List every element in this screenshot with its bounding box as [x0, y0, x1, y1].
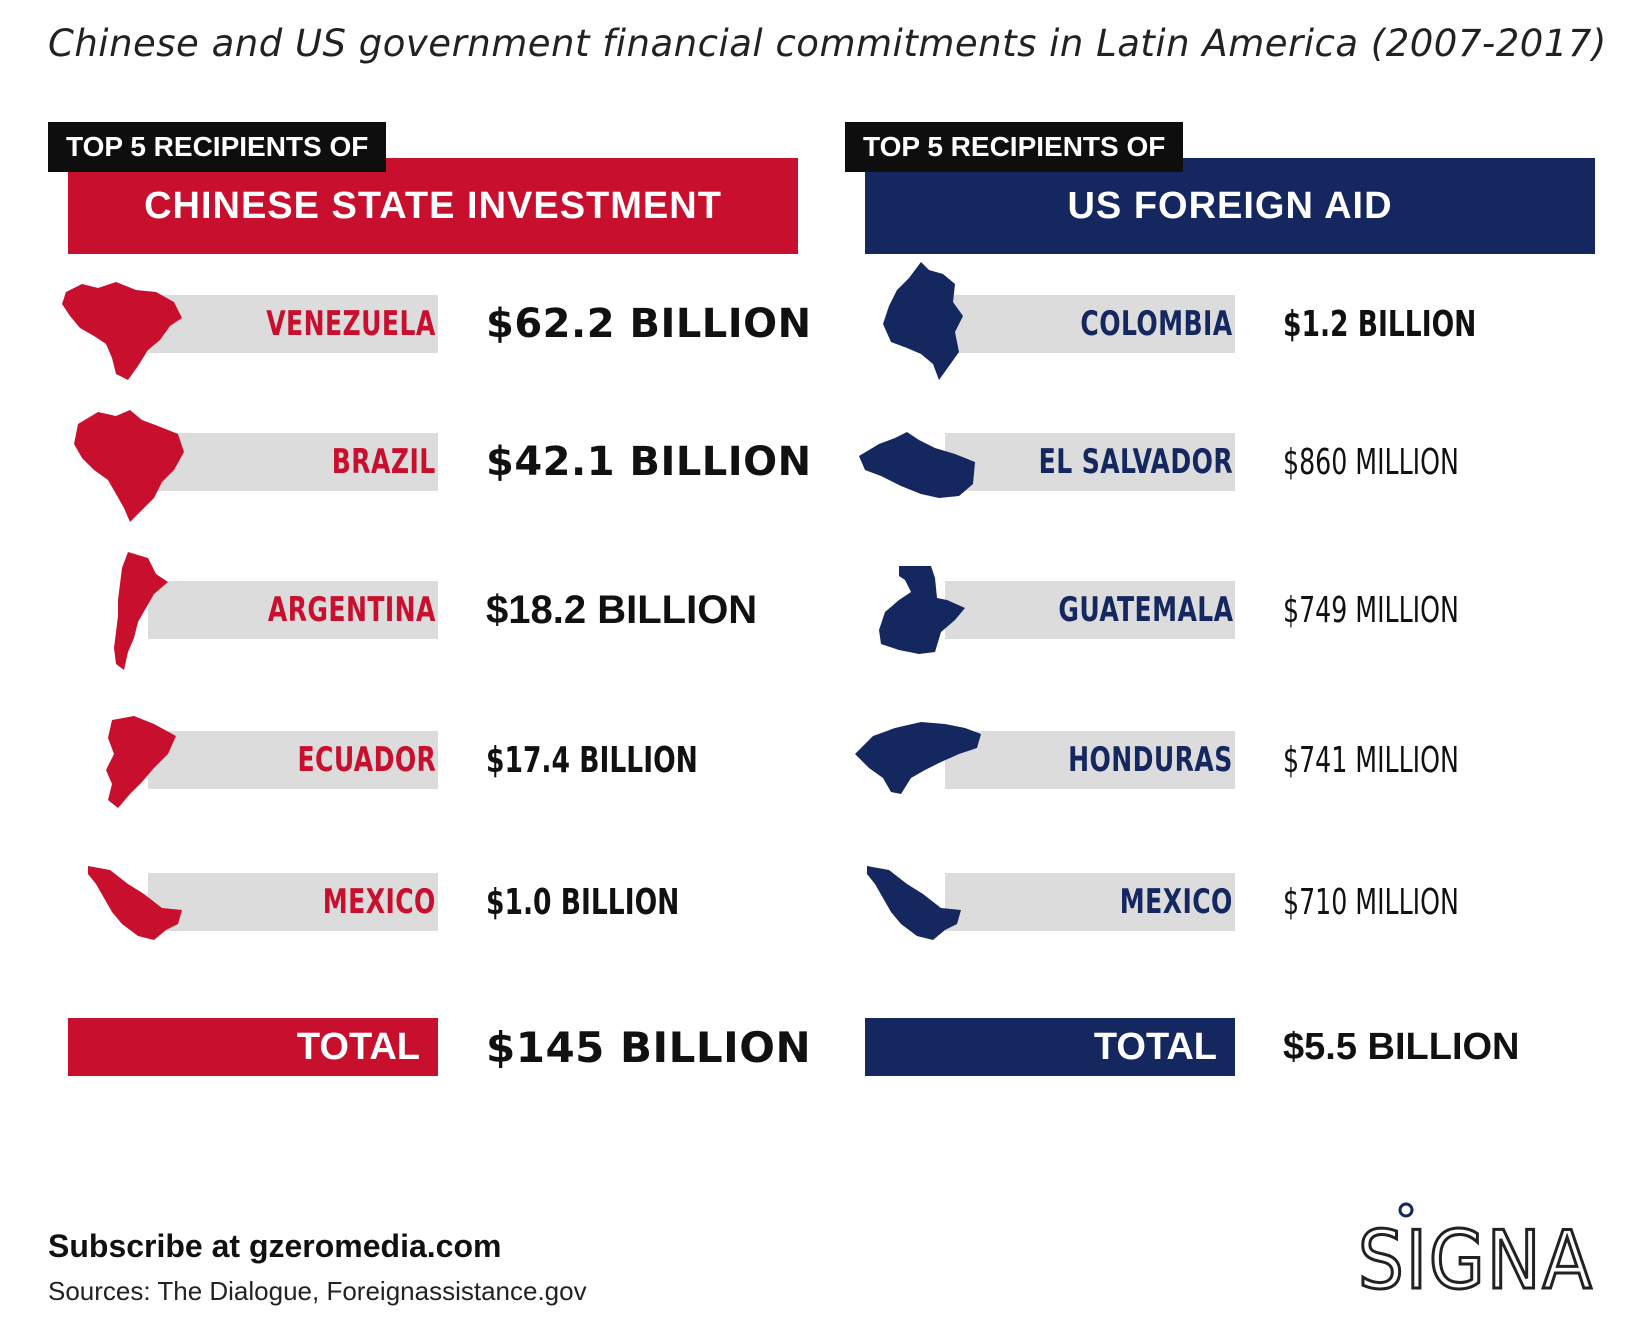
- amount-value: $860 MILLION: [1283, 441, 1459, 483]
- country-bar: [148, 873, 438, 931]
- el-salvador-map-icon: [859, 432, 975, 498]
- total-label: TOTAL: [68, 1018, 438, 1076]
- country-label: MEXICO: [1120, 882, 1233, 922]
- amount-value: $749 MILLION: [1283, 589, 1459, 631]
- sources-text: Sources: The Dialogue, Foreignassistance…: [48, 1276, 587, 1306]
- us-aid-panel: TOP 5 RECIPIENTS OF US FOREIGN AID COLOM…: [845, 120, 1605, 1140]
- table-row: ARGENTINA $18.2 BILLION: [48, 540, 808, 680]
- table-row: VENEZUELA $62.2 BILLION: [48, 254, 811, 394]
- left-banner: CHINESE STATE INVESTMENT: [68, 158, 798, 254]
- chart-title: Chinese and US government financial comm…: [48, 22, 1607, 65]
- country-label: GUATEMALA: [1057, 590, 1233, 630]
- table-row: ECUADOR $17.4 BILLION: [48, 690, 808, 830]
- colombia-map-icon: [883, 262, 963, 380]
- country-bar: [945, 731, 1235, 789]
- right-kicker: TOP 5 RECIPIENTS OF: [845, 122, 1184, 172]
- total-value: $145 BILLION: [486, 1022, 812, 1072]
- country-bar: [148, 581, 438, 639]
- country-bar: [945, 873, 1235, 931]
- country-bar: [945, 581, 1235, 639]
- table-row: GUATEMALA $749 MILLION: [845, 540, 1605, 680]
- amount-value: $62.2 BILLION: [486, 301, 812, 347]
- amount-value: $17.4 BILLION: [486, 739, 698, 781]
- country-bar: [148, 433, 438, 491]
- country-bar: [148, 731, 438, 789]
- left-kicker: TOP 5 RECIPIENTS OF: [48, 122, 387, 172]
- table-row: COLOMBIA $1.2 BILLION: [845, 254, 1605, 394]
- logo-text: SIGNAL: [1358, 1214, 1598, 1296]
- venezuela-map-icon: [62, 282, 182, 380]
- country-label: BRAZIL: [332, 442, 436, 482]
- amount-value: $741 MILLION: [1283, 739, 1459, 781]
- mexico-map-icon: [867, 866, 961, 940]
- mexico-map-icon: [88, 866, 182, 940]
- table-row: MEXICO $1.0 BILLION: [48, 832, 808, 972]
- table-row: BRAZIL $42.1 BILLION: [48, 392, 811, 532]
- honduras-map-icon: [855, 722, 981, 794]
- country-label: COLOMBIA: [1080, 304, 1233, 344]
- country-label: ECUADOR: [297, 740, 436, 780]
- amount-value: $42.1 BILLION: [486, 439, 812, 485]
- brazil-map-icon: [74, 410, 184, 522]
- country-label: VENEZUELA: [266, 304, 436, 344]
- amount-value: $18.2 BILLION: [486, 587, 758, 632]
- amount-value: $1.2 BILLION: [1283, 303, 1477, 345]
- amount-value: $710 MILLION: [1283, 881, 1459, 923]
- total-row: TOTAL $145 BILLION: [68, 1018, 812, 1076]
- country-label: MEXICO: [323, 882, 436, 922]
- china-investment-panel: TOP 5 RECIPIENTS OF CHINESE STATE INVEST…: [48, 120, 812, 1140]
- country-label: EL SALVADOR: [1038, 442, 1233, 482]
- total-value: $5.5 BILLION: [1283, 1025, 1520, 1068]
- signal-logo: SIGNAL: [1358, 1202, 1598, 1296]
- subscribe-text: Subscribe at gzeromedia.com: [48, 1228, 502, 1264]
- ecuador-map-icon: [106, 716, 176, 808]
- guatemala-map-icon: [879, 566, 965, 654]
- country-label: ARGENTINA: [268, 590, 436, 630]
- total-label: TOTAL: [865, 1018, 1235, 1076]
- argentina-map-icon: [114, 552, 168, 670]
- table-row: EL SALVADOR $860 MILLION: [845, 392, 1605, 532]
- table-row: MEXICO $710 MILLION: [845, 832, 1605, 972]
- country-bar: [945, 295, 1235, 353]
- country-label: HONDURAS: [1068, 740, 1233, 780]
- amount-value: $1.0 BILLION: [486, 881, 680, 923]
- country-bar: [148, 295, 438, 353]
- total-row: TOTAL $5.5 BILLION: [865, 1018, 1605, 1076]
- right-banner: US FOREIGN AID: [865, 158, 1595, 254]
- table-row: HONDURAS $741 MILLION: [845, 690, 1605, 830]
- country-bar: [945, 433, 1235, 491]
